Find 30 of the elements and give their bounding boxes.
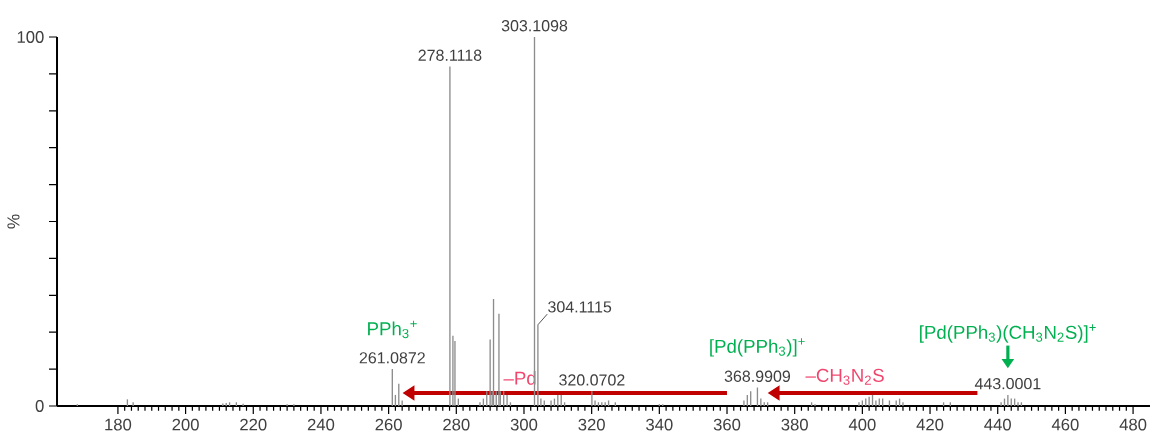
- x-tick-label: 480: [1119, 418, 1147, 431]
- x-tick-label: 260: [375, 418, 402, 431]
- annotation: 261.0872: [359, 352, 425, 364]
- annotation: [Pd(PPh$_{3}$)(CH$_{3}$N$_{2}$S)]$^{+}$: [920, 324, 1096, 343]
- annotation: 368.9909: [724, 370, 791, 382]
- x-tick-label: 240: [307, 418, 335, 431]
- x-tick-label: 420: [916, 418, 944, 431]
- x-tick-label: 440: [984, 418, 1011, 431]
- x-tick-label: 400: [848, 418, 876, 431]
- y-tick-label: 0: [35, 400, 44, 412]
- x-tick-label: 340: [646, 418, 673, 431]
- y-axis-title: %: [7, 214, 20, 229]
- annotation: PPh$_{3}$+: [368, 320, 417, 339]
- annotation: 443.0001: [974, 377, 1041, 390]
- x-tick-label: 300: [510, 418, 538, 431]
- annotation: 304.1115: [548, 301, 612, 313]
- x-tick-label: 320: [578, 418, 605, 431]
- x-tick-label: 380: [781, 418, 808, 431]
- y-tick-label: 100: [17, 31, 44, 43]
- x-tick-label: 460: [1051, 418, 1079, 431]
- annotation: 278.1118: [418, 49, 482, 61]
- annotation: 320.0702: [559, 374, 625, 386]
- x-tick-label: 200: [172, 418, 199, 431]
- x-tick-label: 280: [443, 418, 470, 431]
- x-tick-label: 180: [105, 418, 132, 431]
- x-tick-label: 220: [240, 418, 267, 431]
- annotation: –CH$_{3}$N$_{2}$S: [805, 368, 884, 385]
- annotation: [Pd(PPh$_{3}$)]$^{+}$: [710, 338, 805, 357]
- x-tick-label: 360: [713, 418, 741, 431]
- annotation: 303.1098: [501, 20, 568, 32]
